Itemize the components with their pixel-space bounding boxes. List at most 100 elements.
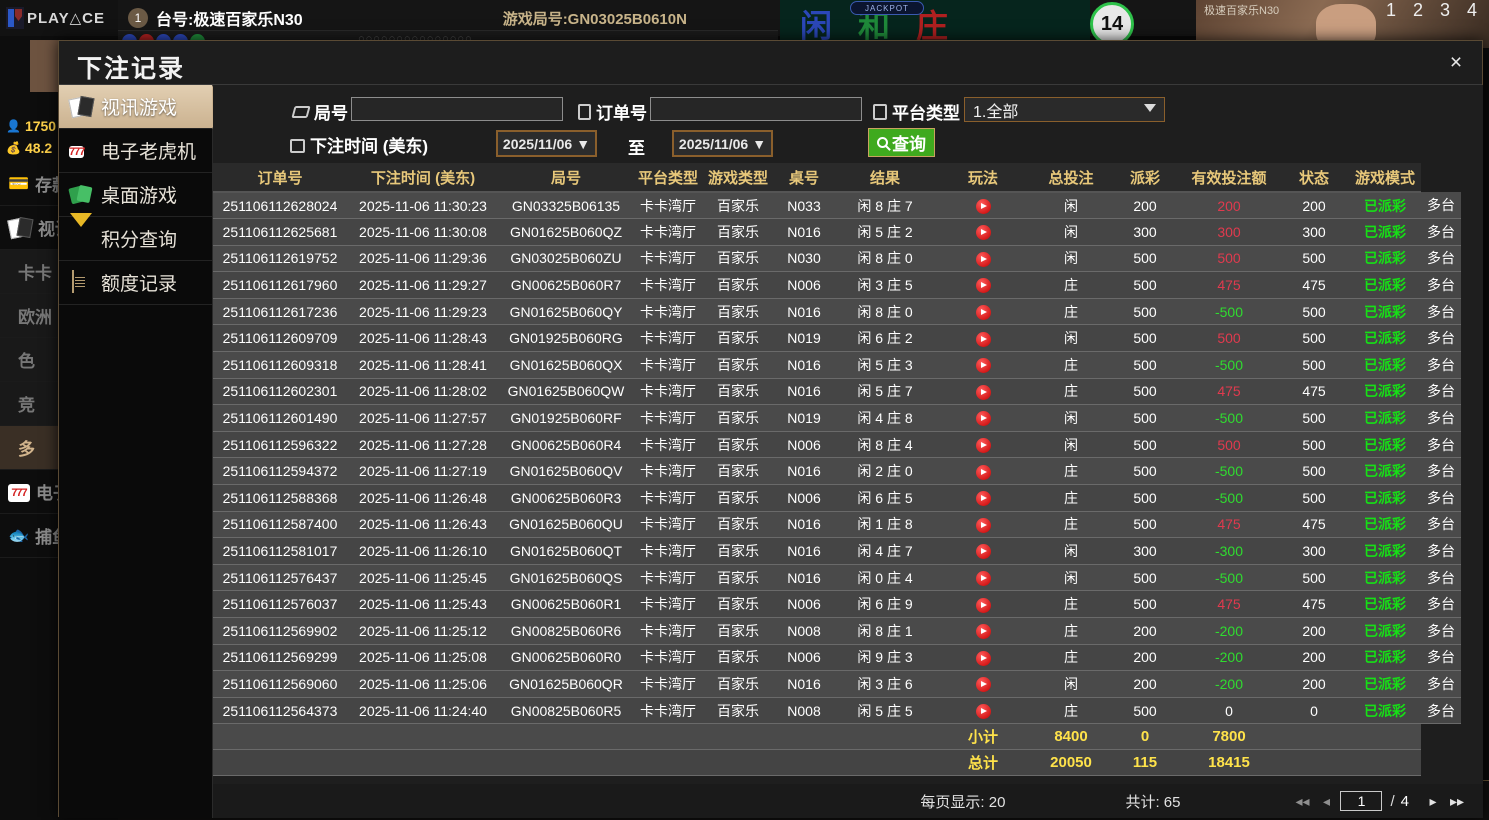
search-button[interactable]: 查询 xyxy=(868,128,935,157)
cell-replay[interactable] xyxy=(935,271,1031,299)
play-icon[interactable] xyxy=(975,358,991,374)
play-icon[interactable] xyxy=(975,198,991,214)
cell-table-no: N006 xyxy=(773,644,835,672)
platform-type-select[interactable]: 1.全部 xyxy=(964,97,1165,122)
table-row[interactable]: 251106112569299 2025-11-06 11:25:08 GN0062… xyxy=(213,644,1461,672)
table-row[interactable]: 251106112609709 2025-11-06 11:28:43 GN0192… xyxy=(213,324,1461,353)
sidebar-item-label: 视讯游戏 xyxy=(101,98,178,119)
play-icon[interactable] xyxy=(975,305,991,321)
sidebar-item-table-games[interactable]: 桌面游戏 xyxy=(59,173,212,217)
table-row[interactable]: 251106112625681 2025-11-06 11:30:08 GN0162… xyxy=(213,218,1461,246)
cell-replay[interactable] xyxy=(935,670,1031,698)
cell-replay[interactable] xyxy=(935,590,1031,618)
sidebar-item-credit-records[interactable]: 额度记录 xyxy=(59,261,212,305)
play-icon[interactable] xyxy=(975,384,991,400)
table-row[interactable]: 251106112588368 2025-11-06 11:26:48 GN0062… xyxy=(213,484,1461,512)
table-row[interactable]: 251106112594372 2025-11-06 11:27:19 GN0162… xyxy=(213,457,1461,486)
cell-replay[interactable] xyxy=(935,351,1031,379)
page-input[interactable] xyxy=(1340,791,1383,811)
cell-replay[interactable] xyxy=(935,431,1031,459)
cell-replay[interactable] xyxy=(935,218,1031,246)
cell-replay[interactable] xyxy=(935,564,1031,592)
col-game-mode[interactable]: 游戏模式 xyxy=(1349,163,1421,193)
table-row[interactable]: 251106112601490 2025-11-06 11:27:57 GN0192… xyxy=(213,404,1461,432)
cell-replay[interactable] xyxy=(935,324,1031,353)
cell-payout: 0 xyxy=(1179,697,1279,725)
cell-replay[interactable] xyxy=(935,644,1031,672)
last-page-button[interactable]: ▸▸ xyxy=(1449,792,1465,809)
table-row[interactable]: 251106112581017 2025-11-06 11:26:10 GN0162… xyxy=(213,537,1461,565)
play-icon[interactable] xyxy=(975,491,991,507)
col-status[interactable]: 状态 xyxy=(1279,163,1349,193)
date-from-picker[interactable]: 2025/11/06 ▼ xyxy=(496,130,597,157)
table-row[interactable]: 251106112576437 2025-11-06 11:25:45 GN0162… xyxy=(213,564,1461,592)
table-row[interactable]: 251106112596322 2025-11-06 11:27:28 GN0062… xyxy=(213,431,1461,459)
cell-status: 已派彩 xyxy=(1349,192,1421,220)
order-no-input[interactable] xyxy=(650,97,862,121)
cell-replay[interactable] xyxy=(935,457,1031,486)
next-page-button[interactable]: ▸ xyxy=(1429,792,1437,809)
col-table-no[interactable]: 桌号 xyxy=(773,163,835,193)
play-icon[interactable] xyxy=(975,251,991,267)
play-icon[interactable] xyxy=(975,597,991,613)
cell-platform-type: 卡卡湾厅 xyxy=(633,378,703,406)
first-page-button[interactable]: ◂◂ xyxy=(1295,792,1310,809)
table-row[interactable]: 251106112619752 2025-11-06 11:29:36 GN0302… xyxy=(213,245,1461,273)
cell-replay[interactable] xyxy=(935,404,1031,432)
table-row[interactable]: 251106112617960 2025-11-06 11:29:27 GN0062… xyxy=(213,271,1461,299)
col-game-type[interactable]: 游戏类型 xyxy=(703,163,773,193)
play-icon[interactable] xyxy=(975,677,991,693)
table-row[interactable]: 251106112587400 2025-11-06 11:26:43 GN0162… xyxy=(213,511,1461,539)
col-payout[interactable]: 派彩 xyxy=(1111,163,1179,193)
cell-bet-type: 闲 xyxy=(1031,245,1111,273)
close-icon[interactable]: × xyxy=(1449,51,1463,74)
col-round-no[interactable]: 局号 xyxy=(499,163,633,193)
table-row[interactable]: 251106112576037 2025-11-06 11:25:43 GN0062… xyxy=(213,590,1461,618)
play-icon[interactable] xyxy=(975,411,991,427)
sidebar-item-points[interactable]: 积分查询 xyxy=(59,212,212,261)
sidebar-item-live-games[interactable]: 视讯游戏 xyxy=(59,85,223,129)
play-icon[interactable] xyxy=(975,464,991,480)
cell-bet-time: 2025-11-06 11:25:08 xyxy=(347,644,499,672)
cell-bet-type: 庄 xyxy=(1031,590,1111,618)
cell-replay[interactable] xyxy=(935,537,1031,565)
play-icon[interactable] xyxy=(975,624,991,640)
cell-replay[interactable] xyxy=(935,697,1031,725)
sidebar-item-slots[interactable]: 777 电子老虎机 xyxy=(59,129,212,173)
cell-replay[interactable] xyxy=(935,245,1031,273)
cell-replay[interactable] xyxy=(935,298,1031,326)
cell-result: 闲 1 庄 8 xyxy=(835,511,935,539)
cell-replay[interactable] xyxy=(935,617,1031,645)
play-icon[interactable] xyxy=(975,650,991,666)
table-row[interactable]: 251106112564373 2025-11-06 11:24:40 GN0082… xyxy=(213,697,1461,725)
table-row[interactable]: 251106112609318 2025-11-06 11:28:41 GN0162… xyxy=(213,351,1461,379)
play-icon[interactable] xyxy=(975,517,991,533)
table-row[interactable]: 251106112569060 2025-11-06 11:25:06 GN0162… xyxy=(213,670,1461,698)
col-order-no[interactable]: 订单号 xyxy=(213,163,347,193)
table-row[interactable]: 251106112617236 2025-11-06 11:29:23 GN0162… xyxy=(213,298,1461,326)
play-icon[interactable] xyxy=(975,331,991,347)
table-row[interactable]: 251106112569902 2025-11-06 11:25:12 GN0082… xyxy=(213,617,1461,645)
play-icon[interactable] xyxy=(975,571,991,586)
col-bet-time[interactable]: 下注时间 (美东) xyxy=(347,163,499,193)
col-result[interactable]: 结果 xyxy=(835,163,935,193)
play-icon[interactable] xyxy=(975,438,991,454)
play-icon[interactable] xyxy=(975,544,991,560)
col-total-stake[interactable]: 总投注 xyxy=(1031,163,1111,193)
play-icon[interactable] xyxy=(975,278,991,294)
prev-page-button[interactable]: ◂ xyxy=(1322,792,1330,809)
col-valid-stake[interactable]: 有效投注额 xyxy=(1179,163,1279,193)
col-platform-type[interactable]: 平台类型 xyxy=(633,163,703,193)
round-no-input[interactable] xyxy=(351,97,563,121)
cell-replay[interactable] xyxy=(935,192,1031,220)
cell-replay[interactable] xyxy=(935,378,1031,406)
date-to-picker[interactable]: 2025/11/06 ▼ xyxy=(672,130,773,157)
col-bet-type[interactable]: 玩法 xyxy=(935,163,1031,193)
play-icon[interactable] xyxy=(975,225,991,241)
cell-game-type: 百家乐 xyxy=(703,324,773,353)
cell-replay[interactable] xyxy=(935,484,1031,512)
table-row[interactable]: 251106112602301 2025-11-06 11:28:02 GN0162… xyxy=(213,378,1461,406)
cell-replay[interactable] xyxy=(935,511,1031,539)
play-icon[interactable] xyxy=(975,703,991,719)
table-row[interactable]: 251106112628024 2025-11-06 11:30:23 GN0332… xyxy=(213,192,1461,220)
